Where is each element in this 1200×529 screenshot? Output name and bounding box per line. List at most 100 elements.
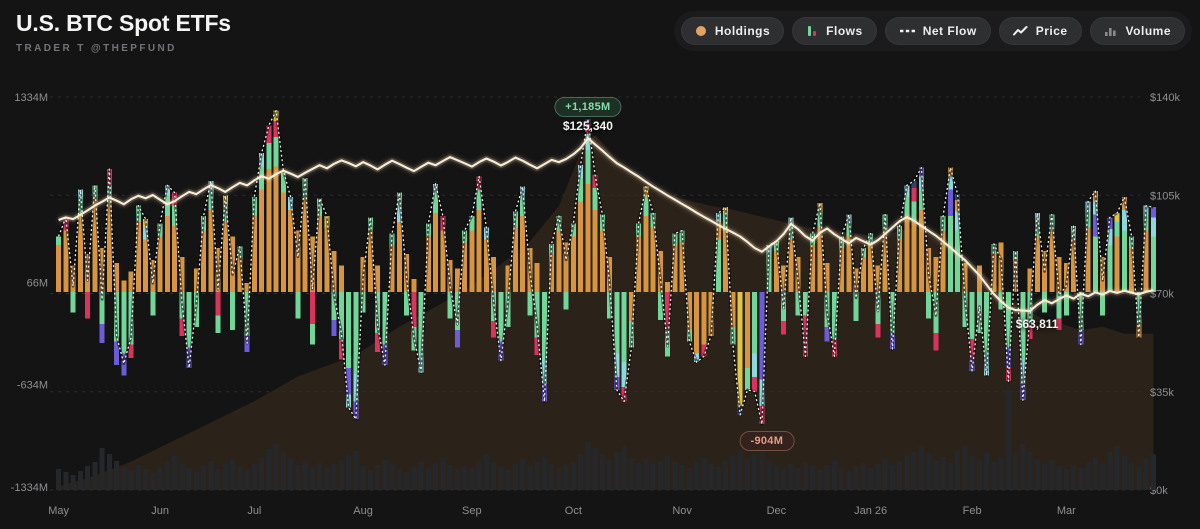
flow-bar-segment <box>309 324 315 345</box>
volume-bar <box>230 459 236 490</box>
volume-bar <box>1071 465 1077 490</box>
volume-bar <box>810 466 816 490</box>
flow-bar-segment <box>665 281 671 292</box>
price-axis-tick: $105k <box>1150 190 1180 202</box>
flow-bar-segment <box>172 226 178 292</box>
toggle-holdings-label: Holdings <box>714 24 771 38</box>
flow-bar-segment <box>367 230 373 292</box>
toggle-volume-button[interactable]: Volume <box>1089 17 1185 45</box>
volume-bar <box>969 456 975 490</box>
flow-bar-segment <box>1129 248 1135 292</box>
volume-bar <box>1056 466 1062 490</box>
flow-bar-segment <box>498 292 504 342</box>
volume-bar <box>520 459 526 490</box>
toggle-price-label: Price <box>1035 24 1068 38</box>
month-axis-label: Feb <box>963 505 982 517</box>
month-axis-label: Nov <box>672 505 692 517</box>
flow-bar-segment <box>1027 268 1033 292</box>
flow-bar-segment <box>578 177 584 202</box>
flow-bar-segment <box>63 230 69 292</box>
volume-bar <box>592 448 598 490</box>
volume-bar <box>1020 444 1026 490</box>
flow-bar-segment <box>491 321 497 338</box>
flow-bar-segment <box>1071 239 1077 292</box>
flow-bar-segment <box>701 344 707 357</box>
flow-bar-segment <box>701 292 707 345</box>
toggle-netflow-button[interactable]: Net Flow <box>884 17 991 45</box>
volume-bar <box>491 462 497 490</box>
flow-bar-segment <box>795 292 801 316</box>
flow-bar-segment <box>70 292 76 313</box>
flow-bar-segment <box>375 332 381 352</box>
flow-bar-segment <box>288 210 294 292</box>
volume-bar <box>280 452 286 490</box>
volume-bar <box>1136 467 1142 490</box>
holdings-area <box>58 135 1154 490</box>
volume-bar <box>853 466 859 490</box>
volume-bar <box>295 465 301 490</box>
volume-bar <box>897 461 903 490</box>
volume-bar <box>541 457 547 490</box>
volume-bar <box>1092 458 1098 490</box>
flow-bar-segment <box>824 262 830 292</box>
flow-bar-segment <box>846 236 852 292</box>
volume-bar <box>672 462 678 490</box>
flow-bar-segment <box>541 359 547 385</box>
flow-bar-segment <box>694 353 700 363</box>
flow-bar-segment <box>222 221 228 292</box>
flow-bar-segment <box>346 368 352 395</box>
flow-bar-segment <box>955 211 961 231</box>
flow-bar-segment <box>280 170 286 193</box>
flow-bar-segment <box>418 292 424 354</box>
volume-bar <box>70 475 76 490</box>
flow-bar-segment <box>1049 230 1055 292</box>
flow-bar-segment <box>781 265 787 292</box>
volume-bar <box>563 465 569 490</box>
toggle-flows-button[interactable]: Flows <box>792 17 877 45</box>
volume-bar <box>817 470 823 490</box>
flow-bar-segment <box>244 283 250 292</box>
volume-bar <box>926 454 932 490</box>
volume-bar <box>730 456 736 490</box>
flow-bar-segment <box>389 245 395 292</box>
flow-bar-segment <box>969 338 975 358</box>
flow-bar-segment <box>940 230 946 292</box>
toggle-holdings-button[interactable]: Holdings <box>680 17 785 45</box>
flow-bar-segment <box>128 344 134 358</box>
flow-bar-segment <box>563 292 569 310</box>
volume-bar <box>404 472 410 490</box>
page-subtitle: TRADER T @THEPFUND <box>16 43 177 54</box>
toggle-price-button[interactable]: Price <box>998 17 1082 45</box>
flow-bar-segment <box>1085 227 1091 292</box>
flow-bar-segment <box>56 236 62 246</box>
flow-bar-segment <box>933 332 939 351</box>
volume-bar <box>338 460 344 490</box>
flow-bar-segment <box>273 166 279 292</box>
volume-bar <box>1114 446 1120 490</box>
volume-bar <box>237 466 243 490</box>
flow-bar-segment <box>201 230 207 292</box>
volume-bar <box>317 463 323 490</box>
price-line <box>58 137 1154 312</box>
volume-bar <box>607 460 613 490</box>
flow-bar-segment <box>396 205 402 222</box>
flows-bars-icon <box>806 25 818 37</box>
flow-bar-segment <box>889 292 895 333</box>
volume-bar <box>940 457 946 490</box>
flow-bar-segment <box>179 256 185 292</box>
volume-bar <box>498 467 504 490</box>
flow-bar-segment <box>686 292 692 331</box>
flow-bar-segment <box>614 292 620 354</box>
volume-bar <box>679 465 685 490</box>
volume-bar <box>309 467 315 490</box>
flow-bar-segment <box>1107 229 1113 246</box>
flow-bar-segment <box>404 292 410 316</box>
volume-bar <box>266 449 272 490</box>
volume-bar <box>215 469 221 490</box>
flow-bar-segment <box>99 248 105 292</box>
volume-bar <box>795 468 801 490</box>
volume-bar <box>889 465 895 490</box>
flow-bar-segment <box>462 242 468 292</box>
flow-bar-segment <box>396 221 402 292</box>
